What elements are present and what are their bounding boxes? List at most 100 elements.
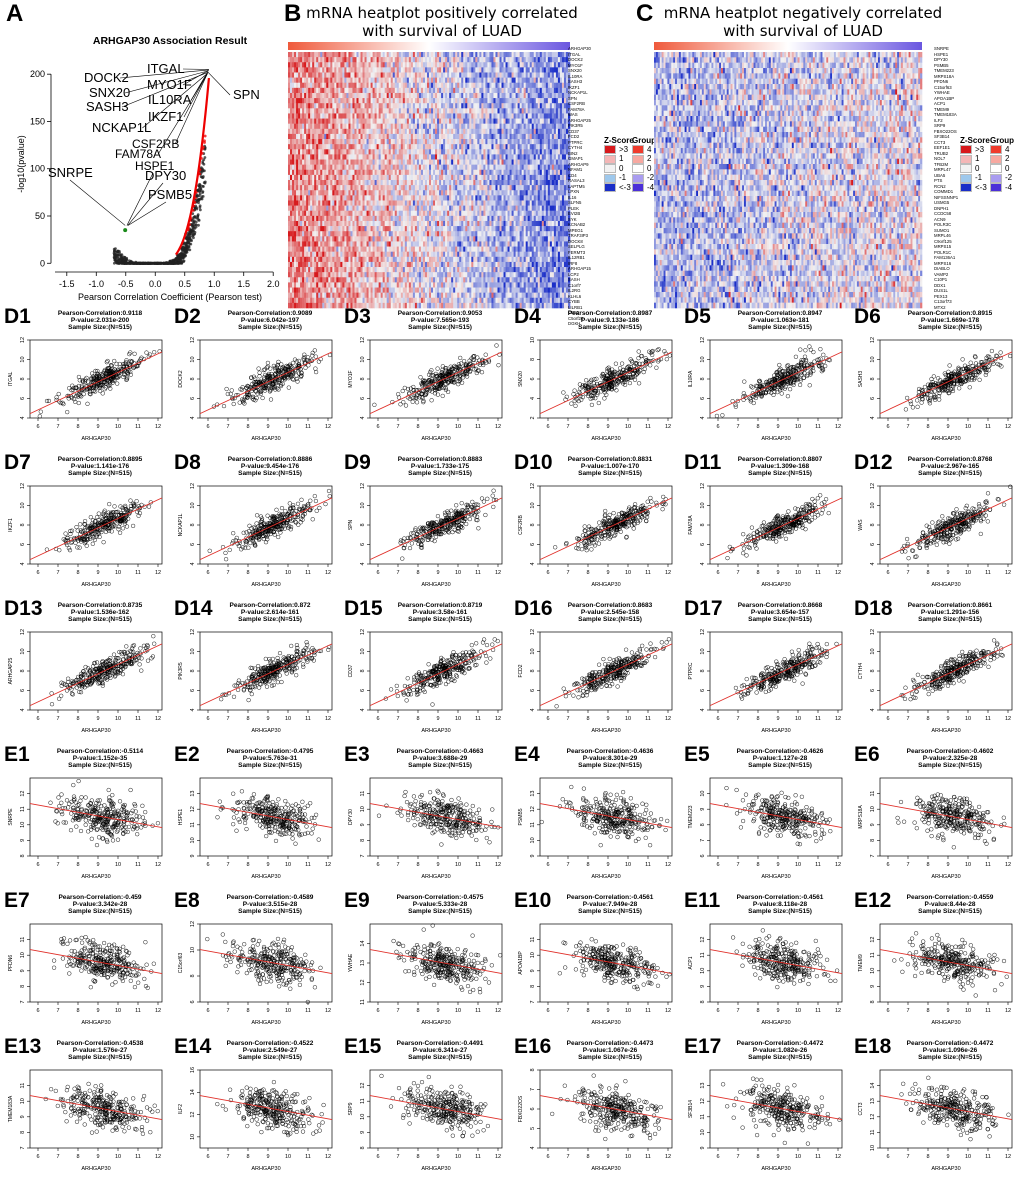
heatmap-cell xyxy=(346,52,349,58)
heatmap-cell xyxy=(443,103,446,109)
heatmap-cell xyxy=(406,169,410,176)
heatmap-cell xyxy=(390,159,394,165)
heatmap-cell xyxy=(495,174,498,181)
heatmap-cell xyxy=(431,133,434,140)
heatmap-cell xyxy=(503,87,506,94)
heatmap-cell xyxy=(507,62,510,68)
heatmap-cell xyxy=(338,154,341,160)
heatmap-cell xyxy=(314,174,317,181)
heatmap-cell xyxy=(475,113,478,119)
heatmap-cell xyxy=(326,108,329,114)
heatmap-cell xyxy=(300,103,303,109)
heatmap-cell xyxy=(543,67,547,73)
volcano-point xyxy=(200,197,204,201)
heatmap-cell xyxy=(330,128,333,135)
heatmap-cell xyxy=(342,82,345,89)
heatmap-cell xyxy=(515,133,518,140)
heatmap-cell xyxy=(370,108,373,114)
heatmap-cell xyxy=(376,67,379,73)
heatmap-cell xyxy=(435,82,438,89)
heatmap-cell xyxy=(322,159,325,165)
heatmap-cell xyxy=(563,67,567,73)
heatmap-cell xyxy=(515,159,518,165)
heatmap-cell xyxy=(531,128,535,135)
heatmap-cell xyxy=(551,77,555,84)
heatmap-cell xyxy=(414,77,418,84)
heatmap-cell xyxy=(533,164,537,171)
heatmap-cell xyxy=(429,92,432,99)
heatmap-cell xyxy=(400,62,404,68)
heatmap-cell xyxy=(517,67,520,73)
heatmap-cell xyxy=(503,180,506,186)
heatmap-cell xyxy=(475,77,478,84)
heatmap-cell xyxy=(422,118,426,124)
heatmap-cell xyxy=(402,82,406,89)
heatmap-cell xyxy=(567,82,571,89)
heatmap-cell xyxy=(527,180,531,186)
heatmap-cell xyxy=(358,52,361,58)
heatmap-cell xyxy=(420,57,424,63)
heatmap-cell xyxy=(513,108,516,114)
heatmap-cell xyxy=(302,159,305,165)
heatmap-cell xyxy=(521,180,524,186)
heatmap-cell xyxy=(461,113,464,119)
heatmap-cell xyxy=(467,169,470,176)
heatmap-cell xyxy=(414,113,418,119)
heatmap-cell xyxy=(561,92,565,99)
heatmap-cell xyxy=(453,149,456,155)
heatmap-cell xyxy=(451,149,454,155)
heatmap-cell xyxy=(545,139,549,145)
volcano-point xyxy=(198,204,202,208)
heatmap-cell xyxy=(549,62,553,68)
heatmap-cell xyxy=(431,72,434,78)
heatmap-cell xyxy=(465,190,468,196)
heatmap-cell xyxy=(304,154,307,160)
heatmap-cell xyxy=(416,154,420,160)
heatmap-cell xyxy=(443,57,446,63)
heatmap-cell xyxy=(527,139,531,145)
heatmap-cell xyxy=(358,103,361,109)
heatmap-cell xyxy=(300,174,303,181)
heatmap-cell xyxy=(354,72,357,78)
heatmap-cell xyxy=(380,98,383,104)
volcano-point xyxy=(179,253,183,256)
heatmap-cell xyxy=(465,98,468,104)
heatmap-cell xyxy=(350,72,353,78)
heatmap-cell xyxy=(531,133,535,140)
heatmap-cell xyxy=(503,128,506,135)
heatmap-cell xyxy=(292,72,295,78)
heatmap-cell xyxy=(473,174,476,181)
heatmap-cell xyxy=(519,123,522,130)
heatmap-cell xyxy=(390,139,394,145)
heatmap-cell xyxy=(424,72,428,78)
heatmap-cell xyxy=(479,190,482,196)
heatmap-cell xyxy=(473,98,476,104)
heatmap-cell xyxy=(549,144,553,150)
heatmap-cell xyxy=(523,57,526,63)
heatmap-cell xyxy=(356,118,359,124)
heatmap-cell xyxy=(509,149,512,155)
heatmap-cell xyxy=(481,128,484,135)
heatmap-cell xyxy=(402,139,406,145)
heatmap-cell xyxy=(324,98,327,104)
heatmap-cell xyxy=(362,195,365,201)
heatmap-cell xyxy=(402,77,406,84)
heatmap-cell xyxy=(479,62,482,68)
heatmap-cell xyxy=(543,92,547,99)
heatmap-cell xyxy=(362,67,365,73)
heatmap-cell xyxy=(437,128,440,135)
heatmap-cell xyxy=(471,185,474,191)
heatmap-cell xyxy=(418,113,422,119)
heatmap-cell xyxy=(422,164,426,171)
heatmap-cell xyxy=(485,98,488,104)
heatmap-cell xyxy=(459,103,462,109)
heatmap-cell xyxy=(320,195,323,201)
heatmap-cell xyxy=(380,82,383,89)
heatmap-cell xyxy=(328,123,331,130)
heatmap-cell xyxy=(549,149,553,155)
heatmap-cell xyxy=(443,118,446,124)
heatmap-cell xyxy=(394,195,398,201)
heatmap-cell xyxy=(541,92,545,99)
volcano-plot: ARHGAP30 Association Result-1.5 -1.0 -0.5 0… xyxy=(16,35,279,302)
heatmap-cell xyxy=(298,82,301,89)
